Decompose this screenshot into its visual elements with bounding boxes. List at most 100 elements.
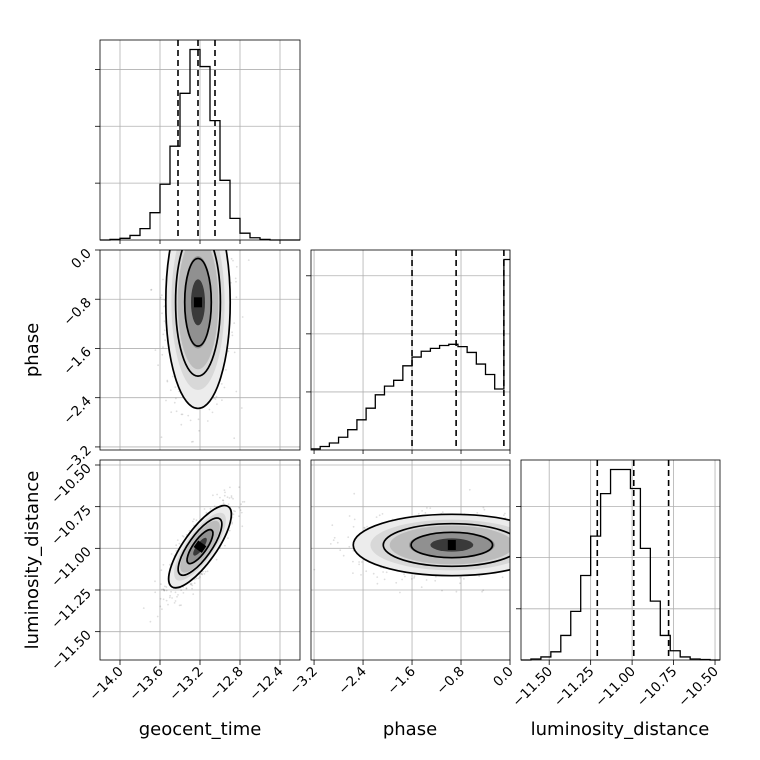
sample-point bbox=[191, 587, 194, 590]
sample-point bbox=[518, 551, 520, 553]
sample-point bbox=[195, 216, 197, 218]
sample-point bbox=[162, 588, 165, 591]
sample-point bbox=[353, 518, 356, 521]
sample-point bbox=[401, 578, 403, 581]
sample-point bbox=[223, 226, 225, 228]
sample-point bbox=[205, 511, 208, 514]
sample-point bbox=[229, 486, 231, 489]
sample-point bbox=[190, 441, 193, 443]
sample-point bbox=[513, 550, 515, 552]
sample-point bbox=[578, 544, 580, 546]
sample-point bbox=[527, 535, 529, 537]
x-tick-label: −12.8 bbox=[206, 664, 247, 705]
sample-point bbox=[342, 554, 345, 557]
sample-point bbox=[515, 546, 517, 548]
sample-point bbox=[513, 551, 515, 553]
sample-point bbox=[511, 535, 513, 537]
sample-point bbox=[226, 496, 229, 499]
sample-point bbox=[189, 419, 192, 422]
x-tick-label: −14.0 bbox=[86, 664, 127, 705]
sample-point bbox=[234, 510, 237, 513]
sample-point bbox=[239, 509, 242, 511]
sample-point bbox=[175, 544, 178, 547]
sample-point bbox=[476, 511, 479, 514]
histogram-luminosity_distance bbox=[521, 468, 720, 661]
sample-point bbox=[202, 241, 204, 243]
sample-point bbox=[203, 508, 206, 510]
sample-point bbox=[202, 570, 204, 573]
sample-point bbox=[163, 299, 166, 301]
sample-point bbox=[220, 383, 223, 385]
sample-point bbox=[176, 240, 178, 242]
sample-point bbox=[199, 576, 201, 578]
sample-point bbox=[205, 245, 207, 247]
contour-line bbox=[177, 517, 223, 577]
label-layer: −14.0 −13.6 −13.2 −12.8 −12.4 −3.2 −2.4 −1.6 −0.… bbox=[22, 246, 722, 740]
sample-point bbox=[424, 512, 427, 514]
sample-point bbox=[518, 534, 520, 536]
sample-point bbox=[535, 541, 537, 543]
sample-point bbox=[574, 550, 576, 552]
density-peak bbox=[194, 297, 202, 308]
x-tick-label: −10.75 bbox=[634, 664, 681, 711]
sample-point bbox=[204, 231, 206, 233]
sample-point bbox=[198, 429, 201, 432]
sample-point bbox=[160, 588, 163, 591]
sample-point bbox=[183, 228, 185, 230]
sample-point bbox=[188, 515, 190, 517]
sample-point bbox=[614, 554, 616, 556]
sample-point bbox=[376, 576, 379, 578]
sample-point bbox=[169, 563, 171, 566]
sample-point bbox=[221, 224, 223, 226]
sample-point bbox=[336, 541, 339, 544]
sample-point bbox=[376, 582, 379, 585]
sample-point bbox=[364, 527, 366, 529]
sample-point bbox=[235, 296, 238, 299]
x-tick-label: −11.50 bbox=[509, 664, 556, 711]
sample-point bbox=[216, 233, 218, 235]
sample-point bbox=[223, 489, 226, 491]
sample-point bbox=[235, 280, 237, 283]
sample-point bbox=[232, 497, 234, 500]
sample-point bbox=[329, 543, 332, 545]
sample-point bbox=[193, 518, 195, 521]
sample-point bbox=[533, 540, 535, 542]
sample-point bbox=[372, 572, 375, 575]
sample-point bbox=[524, 535, 526, 537]
sample-point bbox=[230, 496, 233, 499]
sample-point bbox=[235, 390, 238, 393]
sample-point bbox=[207, 245, 209, 247]
sample-point bbox=[534, 522, 536, 524]
sample-point bbox=[534, 550, 536, 552]
sample-point bbox=[201, 198, 203, 200]
sample-point bbox=[238, 506, 241, 509]
sample-point bbox=[189, 201, 191, 203]
sample-point bbox=[538, 541, 540, 543]
sample-point bbox=[410, 578, 413, 580]
sample-point bbox=[175, 410, 178, 413]
sample-point bbox=[571, 559, 573, 561]
sample-point bbox=[204, 570, 207, 573]
sample-point bbox=[231, 334, 234, 337]
sample-point bbox=[223, 247, 225, 249]
sample-point bbox=[170, 411, 173, 414]
sample-point bbox=[192, 243, 194, 245]
sample-point bbox=[171, 597, 174, 599]
sample-point bbox=[181, 535, 184, 537]
sample-point bbox=[217, 233, 219, 235]
sample-point bbox=[417, 512, 420, 515]
sample-point bbox=[169, 594, 172, 597]
sample-point bbox=[187, 169, 189, 171]
sample-point bbox=[537, 546, 539, 548]
sample-point bbox=[358, 561, 360, 563]
sample-point bbox=[204, 222, 206, 224]
sample-point bbox=[191, 224, 193, 226]
sample-point bbox=[478, 575, 481, 578]
sample-point bbox=[172, 245, 174, 247]
sample-point bbox=[518, 555, 520, 557]
sample-point bbox=[561, 538, 563, 540]
sample-point bbox=[142, 607, 145, 609]
sample-point bbox=[178, 604, 181, 607]
sample-point bbox=[167, 603, 169, 606]
sample-point bbox=[513, 519, 515, 521]
